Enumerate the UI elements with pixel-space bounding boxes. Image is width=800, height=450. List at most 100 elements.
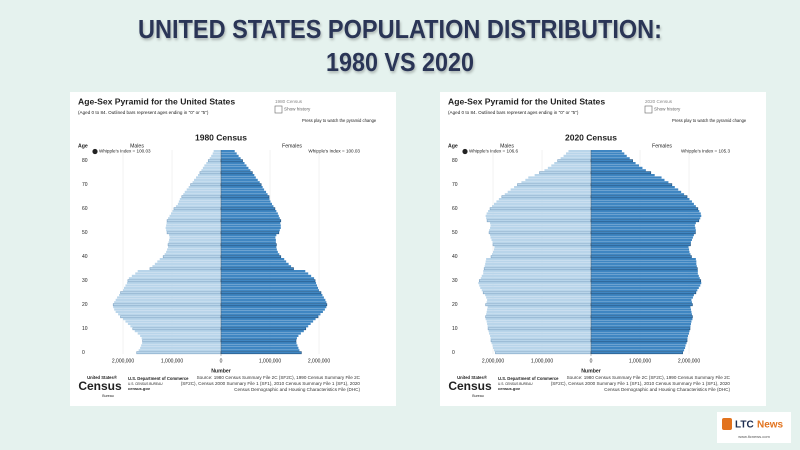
bar	[221, 217, 280, 220]
bar	[172, 210, 221, 213]
bar	[591, 241, 691, 244]
bar	[181, 195, 222, 199]
year-label: 1980 Census	[275, 99, 303, 104]
bar	[221, 294, 323, 297]
bar	[166, 219, 222, 223]
bar	[501, 195, 592, 199]
agency-url: census.gov	[498, 386, 521, 391]
bar	[221, 226, 281, 230]
bar	[165, 226, 221, 230]
bar	[221, 296, 324, 299]
bar	[190, 183, 222, 187]
census-logo: Bureau	[102, 394, 114, 398]
info-icon[interactable]	[92, 148, 98, 155]
bar	[141, 337, 221, 340]
bar	[221, 186, 263, 189]
bar	[591, 193, 685, 196]
x-tick-label: 1,000,000	[629, 358, 651, 364]
bar	[492, 241, 591, 244]
bar	[164, 253, 221, 256]
bar	[490, 222, 591, 225]
chart-heading: 2020 Census	[565, 132, 617, 142]
bar	[207, 159, 222, 163]
bar	[166, 229, 221, 232]
bar	[221, 188, 265, 191]
bar	[487, 325, 591, 328]
bar	[137, 332, 221, 335]
bar	[211, 154, 221, 158]
bar	[591, 344, 686, 347]
source-note: Source: 1980 Census Summary File 2C (SF2…	[180, 375, 360, 393]
bar	[221, 236, 276, 239]
bar	[591, 164, 640, 167]
bar	[590, 255, 692, 259]
bar	[510, 188, 591, 191]
census-logo: United States®	[457, 375, 488, 380]
bar	[197, 174, 221, 177]
pyramid-panel: Age-Sex Pyramid for the United States (Ag…	[440, 92, 766, 406]
bar	[221, 198, 270, 201]
bar	[127, 322, 221, 326]
bar	[221, 325, 309, 328]
bar	[126, 282, 221, 285]
info-icon[interactable]	[462, 148, 468, 155]
bar	[132, 327, 222, 331]
page-title: 1980 VS 2020	[326, 47, 474, 77]
bar	[480, 286, 591, 290]
bar	[201, 169, 221, 172]
bar	[114, 308, 221, 311]
y-tick-label: 0	[82, 350, 85, 356]
checkbox[interactable]	[274, 105, 283, 114]
bar	[221, 157, 241, 160]
y-tick-label: 70	[452, 182, 458, 188]
bar	[490, 236, 591, 239]
bar	[591, 248, 689, 251]
bar	[591, 282, 702, 285]
bar	[221, 262, 289, 266]
bar	[221, 260, 287, 263]
bar	[498, 198, 591, 201]
bar	[539, 171, 592, 175]
legend-entry: Females	[652, 143, 672, 149]
bar	[480, 277, 591, 280]
y-tick-label: 40	[82, 254, 88, 260]
bar	[138, 349, 221, 352]
bar	[221, 205, 274, 208]
bar	[142, 342, 221, 345]
bar	[220, 315, 319, 319]
bar	[591, 224, 695, 227]
bar	[221, 346, 299, 350]
x-tick-label: 1,000,000	[161, 358, 183, 364]
checkbox[interactable]	[644, 105, 653, 114]
agency: U.S. Department of Commerce	[128, 376, 189, 381]
bar	[221, 313, 321, 316]
whipple-index: Whipple's Index = 105.3	[681, 149, 730, 154]
bar	[194, 178, 221, 182]
bar	[590, 219, 700, 223]
bar	[591, 277, 700, 280]
bar	[167, 243, 222, 247]
bar	[485, 315, 592, 319]
legend-entry: Males	[500, 143, 514, 149]
bar	[591, 174, 655, 177]
bar	[591, 349, 685, 352]
play-note: Press play to watch the pyramid change	[672, 118, 747, 123]
bar	[521, 181, 591, 184]
bar	[221, 322, 311, 326]
bar	[488, 210, 591, 213]
bar	[590, 159, 633, 163]
bar	[486, 310, 591, 314]
chart-subtitle: (Aged 0 to 84. Outlined bars represent a…	[448, 110, 579, 115]
bar	[492, 344, 591, 347]
legend-entry: Males	[130, 143, 144, 149]
bar	[488, 330, 591, 333]
bar	[175, 205, 221, 208]
bar	[123, 289, 221, 292]
bar	[554, 162, 591, 165]
bar	[485, 262, 591, 266]
pyramid-panel: Age-Sex Pyramid for the United States (Ag…	[70, 92, 396, 406]
bar	[489, 229, 591, 232]
bar	[591, 188, 679, 191]
bar	[491, 238, 591, 242]
y-tick-label: 10	[82, 326, 88, 332]
